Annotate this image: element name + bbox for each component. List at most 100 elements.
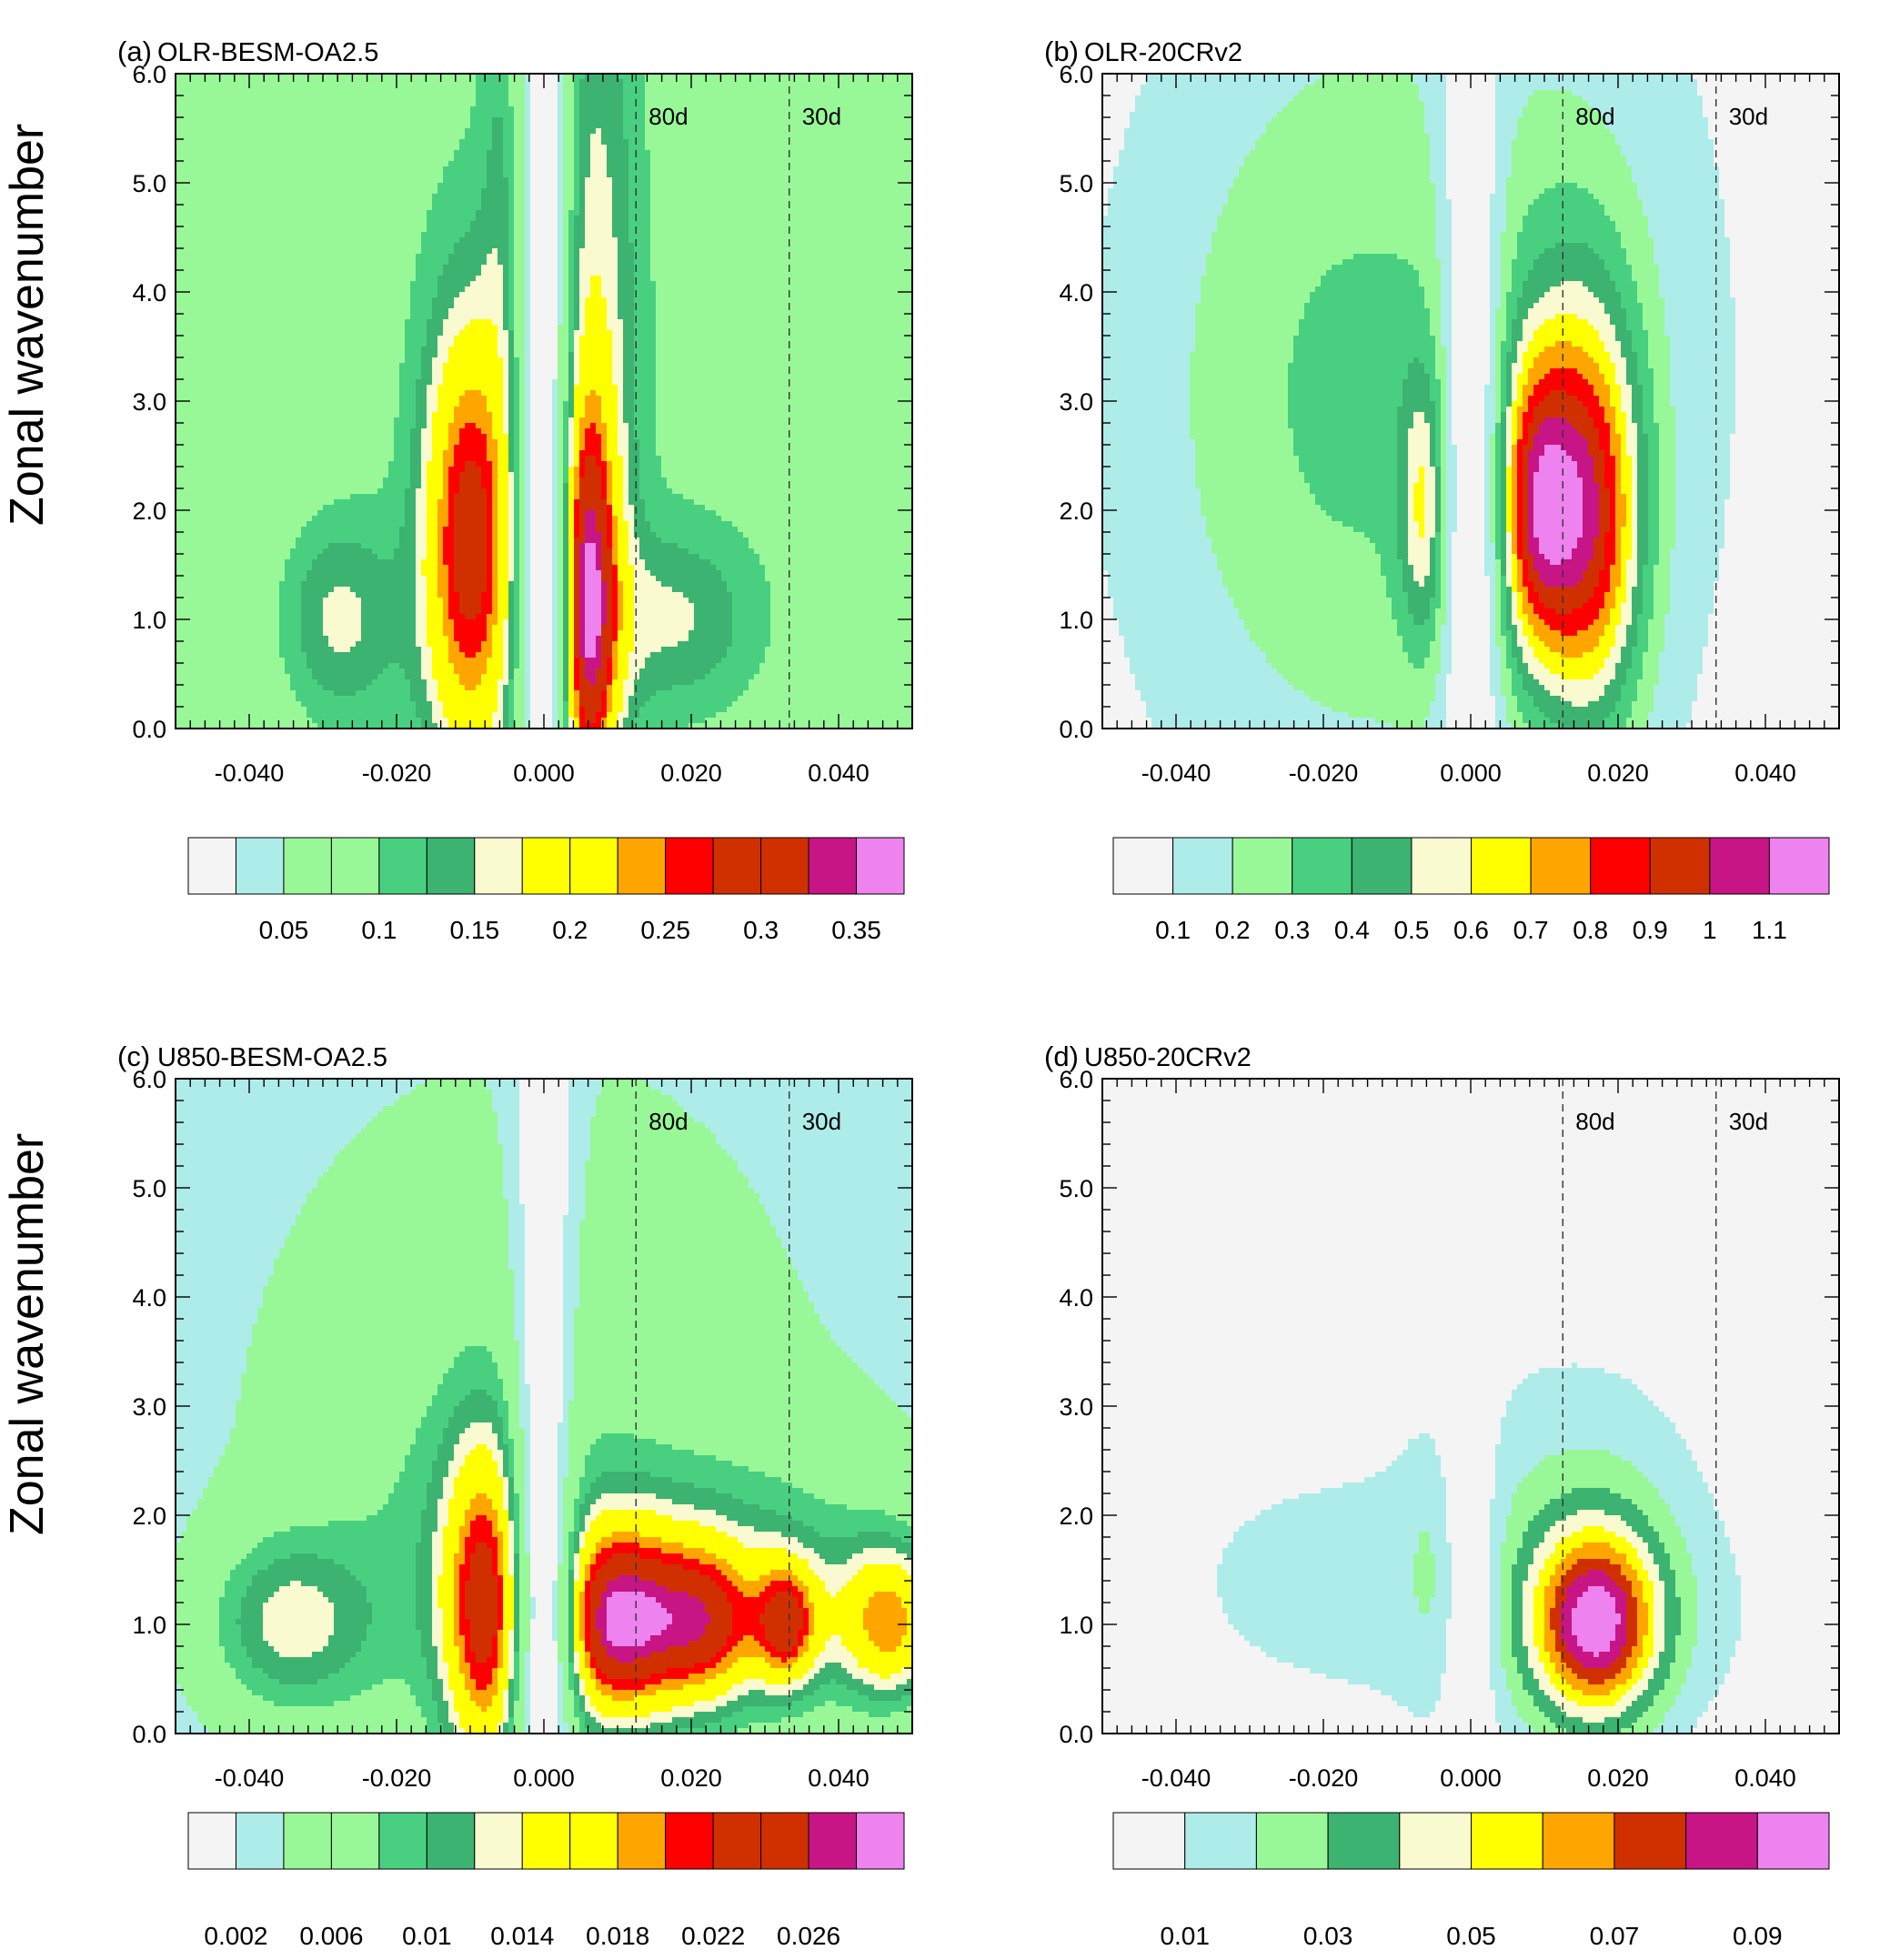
contour-cell (508, 712, 515, 719)
contour-cell (514, 265, 526, 271)
contour-cell (427, 407, 438, 413)
contour-cell (1452, 614, 1491, 620)
contour-cell (454, 505, 488, 511)
contour-cell (568, 658, 575, 664)
contour-cell (530, 259, 558, 266)
contour-cell (1621, 401, 1633, 407)
contour-cell (1506, 472, 1513, 478)
contour-cell (448, 254, 488, 260)
contour-cell (607, 423, 618, 429)
contour-cell (508, 619, 515, 626)
contour-cell (514, 145, 526, 151)
contour-cell (1501, 587, 1507, 593)
contour-cell (416, 630, 427, 637)
contour-cell (1512, 172, 1633, 178)
contour-cell (585, 396, 602, 402)
contour-cell (628, 139, 646, 146)
contour-cell (618, 292, 635, 298)
contour-cell (1102, 548, 1212, 555)
contour-cell (503, 417, 509, 424)
contour-cell (1528, 619, 1545, 626)
contour-cell (1654, 385, 1671, 391)
contour-cell (558, 625, 564, 631)
contour-cell (525, 330, 531, 337)
contour-cell (508, 336, 515, 342)
contour-cell (437, 690, 498, 697)
contour-cell (405, 330, 427, 337)
contour-cell (634, 292, 657, 298)
contour-cell (596, 423, 608, 429)
contour-cell (585, 576, 602, 582)
contour-cell (530, 123, 558, 129)
contour-cell (454, 630, 488, 637)
contour-cell (514, 243, 526, 249)
contour-cell (1408, 434, 1431, 440)
contour-cell (568, 210, 580, 216)
contour-cell (1419, 521, 1425, 528)
contour-cell (1490, 226, 1507, 233)
contour-cell (574, 625, 580, 631)
contour-cell (563, 548, 569, 555)
contour-cell (558, 401, 564, 407)
contour-cell (437, 587, 449, 593)
contour-cell (585, 74, 618, 80)
contour-cell (601, 532, 608, 538)
contour-cell (1637, 368, 1654, 375)
contour-cell (1446, 412, 1453, 418)
contour-cell (508, 101, 526, 107)
contour-cell (487, 570, 493, 577)
contour-cell (607, 674, 613, 680)
contour-cell (1735, 314, 1839, 320)
contour-cell (607, 614, 613, 620)
contour-cell (563, 188, 575, 195)
contour-cell (312, 674, 378, 680)
contour-cell (612, 608, 618, 615)
contour-cell (585, 608, 602, 615)
contour-cell (579, 374, 613, 380)
contour-cell (1452, 396, 1485, 402)
contour-cell (1632, 385, 1644, 391)
contour-cell (628, 205, 651, 211)
contour-cell (579, 292, 591, 298)
contour-cell (448, 576, 455, 582)
contour-cell (1523, 598, 1529, 604)
contour-cell (1501, 417, 1507, 424)
contour-cell (514, 674, 526, 680)
contour-cell (1643, 308, 1665, 315)
contour-cell (1124, 145, 1256, 151)
contour-cell (1102, 232, 1212, 238)
contour-cell (650, 221, 912, 227)
contour-cell (601, 412, 618, 418)
contour-cell (1501, 505, 1507, 511)
contour-cell (628, 696, 651, 702)
contour-cell (590, 150, 608, 156)
contour-cell (612, 538, 618, 544)
contour-cell (394, 548, 417, 555)
contour-cell (1484, 428, 1496, 435)
contour-cell (503, 619, 509, 626)
contour-cell (1441, 428, 1447, 435)
contour-cell (645, 101, 912, 107)
contour-cell (427, 483, 444, 489)
contour-cell (765, 658, 912, 664)
contour-cell (1735, 428, 1839, 435)
contour-cell (454, 548, 488, 555)
contour-cell (1512, 614, 1518, 620)
contour-cell (601, 652, 613, 658)
contour-cell (634, 374, 657, 380)
contour-cell (1583, 521, 1600, 528)
contour-cell (1490, 499, 1496, 506)
contour-cell (459, 401, 488, 407)
contour-cell (519, 543, 526, 549)
contour-cell (579, 314, 586, 320)
contour-cell (552, 679, 558, 686)
contour-cell (563, 412, 569, 418)
contour-cell (1446, 101, 1496, 107)
contour-cell (1724, 510, 1839, 517)
contour-cell (399, 543, 417, 549)
contour-cell (492, 423, 504, 429)
contour-cell (508, 379, 515, 386)
contour-cell (1670, 357, 1736, 364)
contour-cell (525, 259, 531, 266)
contour-cell (628, 428, 635, 435)
